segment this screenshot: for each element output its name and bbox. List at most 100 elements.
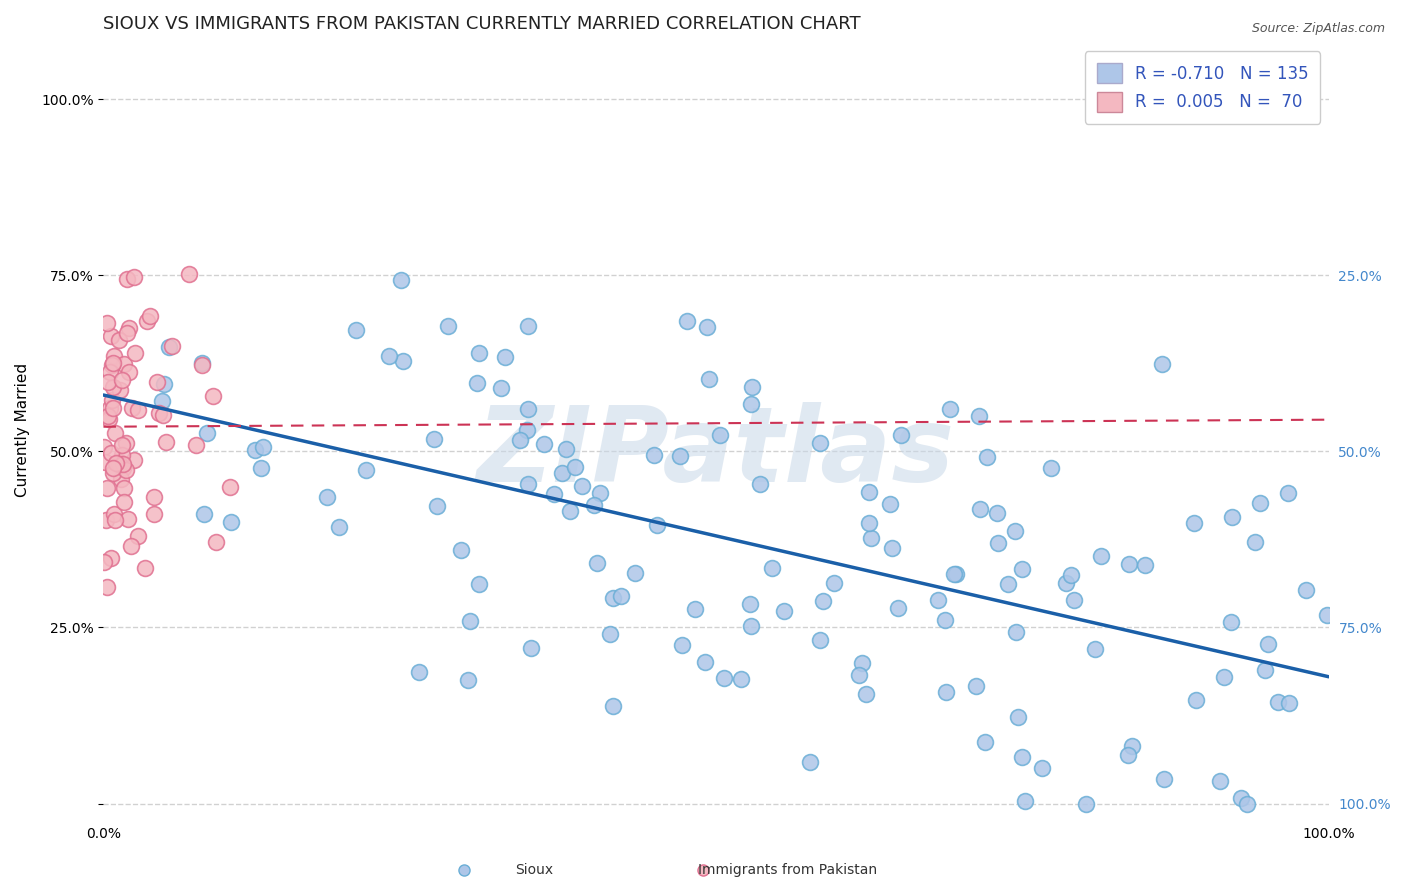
Point (201, 389, 224, 403)
Point (823, 576, 845, 591)
Point (138, 309, 160, 323)
Point (676, 314, 699, 328)
Point (517, 319, 540, 334)
Point (377, 349, 399, 363)
Point (152, 408, 174, 422)
Point (623, 566, 645, 580)
Point (1118, 558, 1140, 572)
Point (761, 561, 783, 575)
Point (1278, 696, 1301, 710)
Point (1220, 615, 1243, 629)
Point (697, 372, 720, 386)
Point (1090, 549, 1112, 564)
Point (96, 580, 118, 594)
Point (1007, 710, 1029, 724)
Point (1063, 593, 1085, 607)
Point (740, 618, 762, 632)
Point (730, 672, 752, 686)
Point (799, 756, 821, 770)
Point (122, 270, 145, 285)
Point (107, 457, 129, 471)
Point (468, 346, 491, 360)
Point (974, 735, 997, 749)
Point (935, 684, 957, 698)
Point (107, 455, 129, 469)
Point (98, 365, 121, 379)
Point (1031, 762, 1053, 776)
Point (1040, 461, 1063, 475)
Point (111, 458, 134, 472)
Point (942, 567, 965, 582)
Text: ZIPatlas: ZIPatlas (477, 402, 955, 505)
Point (191, 358, 214, 372)
Point (112, 481, 135, 495)
Point (516, 423, 538, 437)
Point (250, 461, 273, 475)
Point (1277, 485, 1299, 500)
Point (1153, 772, 1175, 786)
Point (101, 401, 124, 415)
Point (104, 425, 127, 440)
Point (1257, 637, 1279, 651)
Point (551, 466, 574, 480)
Point (104, 513, 127, 527)
Point (127, 529, 149, 543)
Point (1004, 524, 1026, 539)
Point (976, 450, 998, 464)
Point (997, 577, 1019, 591)
Point (543, 487, 565, 501)
Point (1249, 495, 1271, 509)
Point (772, 603, 794, 617)
Point (190, 356, 212, 370)
Point (148, 406, 170, 420)
Point (986, 506, 1008, 520)
Point (184, 438, 207, 452)
Point (157, 340, 180, 354)
Point (1014, 794, 1036, 808)
Point (219, 515, 242, 529)
Point (602, 699, 624, 714)
Point (100, 446, 122, 460)
Point (142, 507, 165, 521)
Point (93, 555, 115, 569)
Point (100, 550, 122, 565)
Point (1254, 663, 1277, 677)
Point (1150, 357, 1173, 371)
Point (468, 577, 491, 591)
Point (494, 350, 516, 364)
Point (143, 490, 166, 504)
Point (134, 561, 156, 575)
Point (101, 461, 124, 475)
Point (96, 482, 118, 496)
Point (111, 449, 134, 463)
Point (880, 541, 903, 556)
Point (111, 373, 134, 387)
Point (115, 326, 138, 341)
Point (1236, 797, 1258, 811)
Point (389, 273, 412, 287)
Point (94, 513, 117, 527)
Point (204, 535, 226, 549)
Point (927, 592, 949, 607)
Point (96, 316, 118, 330)
Point (855, 687, 877, 701)
Point (879, 497, 901, 511)
Point (1222, 509, 1244, 524)
Point (219, 480, 242, 494)
Point (195, 425, 218, 440)
Point (890, 428, 912, 442)
Point (160, 339, 183, 353)
Point (887, 601, 910, 615)
Point (243, 442, 266, 457)
Point (740, 598, 762, 612)
Point (1182, 516, 1205, 530)
Point (1267, 695, 1289, 709)
Point (110, 472, 132, 486)
Point (177, 267, 200, 281)
Point (610, 589, 633, 603)
Point (599, 627, 621, 641)
Text: Sioux: Sioux (515, 863, 554, 877)
Point (671, 638, 693, 652)
Point (1011, 750, 1033, 764)
Point (582, 498, 605, 512)
